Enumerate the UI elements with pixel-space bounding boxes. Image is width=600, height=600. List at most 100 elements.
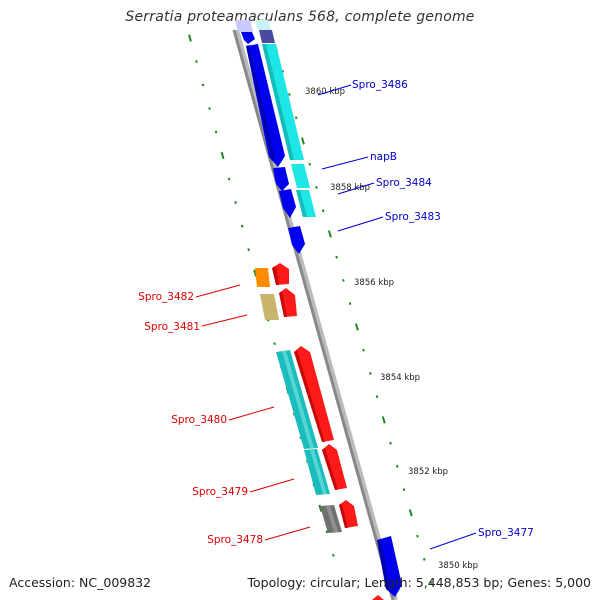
- leader-line-spro-3486: [317, 84, 352, 96]
- scale-label-3858: 3858 kbp: [330, 183, 370, 193]
- cds-spro-3481-bar[interactable]: [260, 294, 279, 320]
- tick-mark-major: [354, 323, 359, 331]
- gene-label-spro-3484[interactable]: Spro_3484: [376, 177, 432, 189]
- scale-tick-ring-outer: [274, 44, 433, 584]
- genome-backbone: [232, 29, 395, 600]
- gene-spro-3477-arrow[interactable]: [377, 536, 402, 597]
- gene-label-spro-3483[interactable]: Spro_3483: [385, 211, 441, 223]
- tick-mark-minor: [395, 464, 399, 468]
- scale-label-3860: 3860 kbp: [305, 87, 345, 97]
- tick-mark-minor: [234, 201, 237, 205]
- tick-mark-minor: [208, 107, 211, 110]
- cds-spro-3482-bar[interactable]: [255, 268, 270, 287]
- genes-label: Genes:: [507, 575, 552, 590]
- tick-mark-minor: [247, 248, 250, 252]
- tick-mark-minor: [429, 581, 433, 584]
- gene-spro-3478-shadow: [339, 503, 348, 528]
- tick-mark-major: [408, 509, 413, 517]
- gene-label-napb[interactable]: napB: [370, 151, 397, 163]
- cds-napb-bar[interactable]: [291, 164, 310, 188]
- gene-spro-3484-arrow[interactable]: [279, 189, 296, 218]
- accession-value: NC_009832: [79, 575, 152, 590]
- tick-mark-minor: [195, 60, 198, 63]
- gene-spro-3479-arrow[interactable]: [322, 444, 347, 490]
- gene-label-spro-3479[interactable]: Spro_3479: [192, 486, 248, 498]
- leader-line-spro-3478: [264, 526, 311, 541]
- gene-spro-3486-shadow: [246, 45, 275, 161]
- leader-line-spro-3477: [429, 532, 477, 550]
- cds-spro-3484-shadow: [296, 190, 307, 217]
- cds-feature-faded[interactable]: [255, 20, 271, 30]
- tick-mark-minor: [288, 93, 291, 96]
- cds-spro-3479-highlight: [310, 450, 327, 494]
- tick-mark-minor: [342, 279, 345, 282]
- scale-label-3854: 3854 kbp: [380, 373, 420, 383]
- leader-line-napb: [321, 156, 369, 170]
- topology-value: circular;: [309, 575, 361, 590]
- length-label: Length:: [364, 575, 412, 590]
- cds-spro-3480-highlight: [282, 351, 314, 448]
- genome-backbone-shadow: [233, 29, 398, 600]
- gene-label-spro-3486[interactable]: Spro_3486: [352, 79, 408, 91]
- leader-line-spro-3484: [337, 182, 375, 195]
- accession-info: Accession: NC_009832: [9, 575, 151, 590]
- tick-mark-minor: [325, 530, 329, 534]
- tick-mark-minor: [281, 69, 285, 73]
- tick-mark-major: [318, 504, 323, 512]
- gene-label-spro-3482[interactable]: Spro_3482: [138, 291, 194, 303]
- gene-feature-arrow[interactable]: [241, 32, 255, 44]
- map-title: Serratia proteamaculans 568, complete ge…: [125, 9, 475, 25]
- tick-mark-minor: [375, 395, 379, 399]
- tick-mark-minor: [332, 553, 335, 557]
- tick-mark-major: [327, 230, 332, 238]
- accession-label: Accession:: [9, 575, 76, 590]
- tick-mark-minor: [294, 116, 298, 120]
- genome-stats: Topology: circular; Length: 5,448,853 bp; Ge…: [247, 575, 591, 590]
- gene-label-spro-3480[interactable]: Spro_3480: [171, 414, 227, 426]
- gene-feature-faded[interactable]: [235, 20, 253, 32]
- genes-value: 5,000: [555, 575, 591, 590]
- tick-mark-minor: [416, 534, 419, 538]
- gene-napb-arrow[interactable]: [273, 167, 289, 191]
- gene-spro-3480-arrow[interactable]: [294, 346, 334, 442]
- tick-mark-minor: [389, 441, 392, 445]
- leader-line-spro-3481: [201, 314, 248, 327]
- tick-mark-minor: [348, 302, 352, 306]
- tick-mark-minor: [362, 348, 365, 352]
- gene-label-spro-3481[interactable]: Spro_3481: [144, 321, 200, 333]
- leader-line-spro-3480: [228, 406, 275, 421]
- tick-mark-minor: [214, 130, 218, 134]
- tick-mark-minor: [273, 342, 276, 346]
- tick-mark-major: [381, 416, 386, 424]
- scale-label-3850: 3850 kbp: [438, 561, 478, 571]
- tick-mark-minor: [308, 162, 311, 166]
- gene-label-spro-3478[interactable]: Spro_3478: [207, 534, 263, 546]
- leader-line-spro-3483: [337, 216, 384, 232]
- leader-line-spro-3482: [195, 284, 241, 298]
- cds-spro-3478-highlight: [326, 506, 338, 532]
- gene-spro-3481-shadow: [279, 291, 287, 317]
- gene-spro-3483-arrow[interactable]: [288, 226, 305, 254]
- tick-mark-major: [220, 151, 225, 160]
- tick-mark-major: [301, 137, 305, 145]
- gene-spro-3479-shadow: [322, 448, 338, 490]
- tick-mark-minor: [240, 224, 244, 228]
- tick-mark-minor: [402, 488, 406, 492]
- tick-mark-minor: [422, 557, 426, 561]
- gene-spro-3477-shadow: [377, 539, 390, 590]
- scale-label-3852: 3852 kbp: [408, 467, 448, 477]
- gene-feature-bottom-red[interactable]: [372, 595, 384, 600]
- topology-label: Topology:: [247, 575, 306, 590]
- tick-mark-minor: [369, 372, 372, 375]
- gene-feature-dark[interactable]: [259, 30, 275, 43]
- leader-line-spro-3479: [249, 478, 295, 493]
- tick-mark-minor: [315, 186, 318, 189]
- tick-mark-minor: [201, 83, 205, 87]
- gene-spro-3480-shadow: [294, 350, 325, 442]
- gene-label-spro-3477[interactable]: Spro_3477: [478, 527, 534, 539]
- length-value: 5,448,853 bp;: [415, 575, 504, 590]
- tick-mark-minor: [335, 255, 338, 259]
- scale-label-3856: 3856 kbp: [354, 278, 394, 288]
